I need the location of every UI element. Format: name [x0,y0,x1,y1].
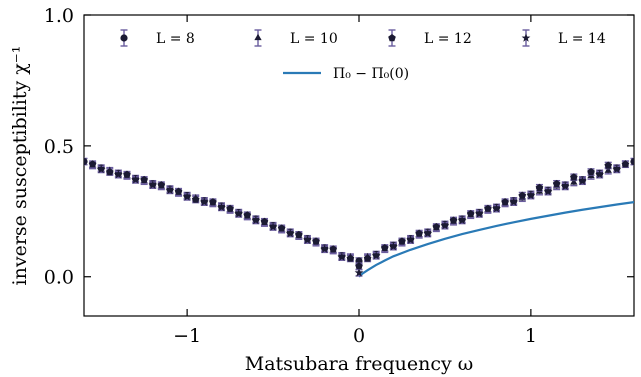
x-tick-label: 0 [353,325,365,347]
data-point [199,197,209,206]
data-point [587,168,595,176]
axes: −1 0 1 0.0 0.5 1.0 [44,5,635,347]
plot-area [84,157,634,278]
data-point [518,191,527,199]
data-point [578,176,587,185]
data-point [371,251,381,260]
data-point [354,268,364,277]
legend-item: L = 14 [521,29,606,47]
legend-marker [120,34,128,42]
legend-label: Π₀ − Π₀(0) [333,66,409,82]
data-point [621,160,630,168]
data-point [406,235,415,244]
data-point [474,209,484,218]
data-point [329,245,338,253]
data-point [570,178,578,185]
data-point [174,187,183,195]
data-point [415,229,423,237]
data-point [277,224,286,232]
data-point [604,166,612,173]
y-tick-label: 0.0 [44,267,74,289]
data-point [449,216,458,224]
data-point [484,204,492,212]
data-point [423,228,433,238]
data-point [346,254,355,262]
data-point [492,204,501,213]
x-tick-label: 1 [525,325,537,347]
data-point [88,160,97,168]
data-point [543,187,553,196]
data-point [234,209,244,218]
data-point [157,181,166,189]
x-axis-label: Matsubara frequency ω [245,353,474,375]
data-point [217,202,226,212]
data-point [209,198,217,206]
data-point [389,242,398,251]
data-point [191,195,200,203]
data-point [612,164,622,174]
data-point [509,197,519,206]
series-l=14 [96,164,622,277]
series-l=10 [88,159,630,261]
data-point [251,215,261,225]
data-point [355,262,363,270]
data-point [320,244,329,253]
y-tick-label: 1.0 [44,5,74,27]
data-point [268,222,278,231]
data-point [526,191,536,200]
data-point [148,180,158,189]
legend-item: L = 10 [254,29,338,47]
data-point [457,215,467,225]
data-point [84,157,88,166]
data-point [114,170,123,179]
data-point [440,221,450,230]
data-point [140,175,148,184]
y-tick-label: 0.5 [44,136,74,158]
data-point [295,230,303,239]
series-l=12 [88,160,630,271]
data-point [243,211,252,219]
data-point [312,237,320,245]
legend-item: Π₀ − Π₀(0) [283,66,409,82]
data-point [303,235,312,244]
data-point [501,198,509,206]
data-point [123,170,131,178]
data-point [552,179,561,188]
legend: L = 8 L = 10 L = 12 L = 14 Π₀ − Π₀(0) [120,29,606,82]
data-point [466,209,475,218]
data-point [131,175,140,184]
data-point [535,183,544,191]
legend-label: L = 8 [156,31,195,47]
data-point [432,223,441,231]
data-point [595,170,604,179]
y-axis-label: inverse susceptibility χ⁻¹ [9,46,31,286]
data-point [105,168,114,176]
data-point [165,185,175,195]
data-point [337,252,347,261]
legend-label: L = 12 [424,31,472,47]
data-point [570,173,578,181]
data-point [363,254,372,262]
legend-item: L = 8 [120,29,195,47]
legend-label: L = 14 [558,31,606,47]
data-point [260,217,269,226]
data-point [182,192,192,201]
data-point [96,164,106,174]
data-point [604,161,613,169]
data-point [285,228,295,238]
legend-label: L = 10 [290,31,338,47]
data-point [630,157,634,166]
line-series [358,201,634,278]
data-point [560,181,570,191]
legend-marker [521,33,531,42]
series-l=8 [84,157,634,265]
legend-marker [388,34,396,42]
x-tick-label: −1 [173,325,201,347]
legend-item: L = 12 [388,29,472,47]
legend-marker [254,33,262,41]
data-point [226,204,234,212]
data-point [380,243,389,252]
data-point [398,237,406,245]
